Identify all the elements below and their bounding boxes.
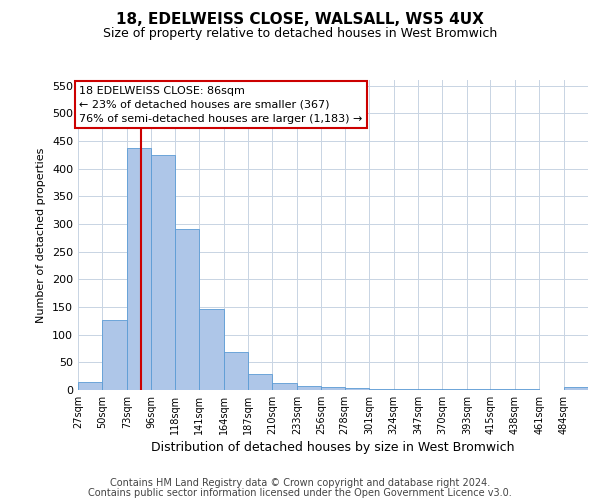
Bar [175, 229, 199, 390]
Text: Contains public sector information licensed under the Open Government Licence v3: Contains public sector information licen… [88, 488, 512, 498]
Bar [78, 382, 103, 390]
Bar [369, 389, 394, 390]
Bar [272, 383, 297, 390]
Bar [103, 320, 127, 390]
Bar [344, 388, 369, 390]
Bar [297, 386, 322, 390]
Y-axis label: Number of detached properties: Number of detached properties [37, 148, 46, 322]
Bar [127, 148, 151, 390]
Text: Size of property relative to detached houses in West Bromwich: Size of property relative to detached ho… [103, 28, 497, 40]
Bar [224, 352, 248, 390]
X-axis label: Distribution of detached houses by size in West Bromwich: Distribution of detached houses by size … [151, 441, 515, 454]
Bar [248, 374, 272, 390]
Text: 18 EDELWEISS CLOSE: 86sqm
← 23% of detached houses are smaller (367)
76% of semi: 18 EDELWEISS CLOSE: 86sqm ← 23% of detac… [79, 86, 362, 124]
Bar [322, 386, 344, 390]
Bar [151, 154, 175, 390]
Text: Contains HM Land Registry data © Crown copyright and database right 2024.: Contains HM Land Registry data © Crown c… [110, 478, 490, 488]
Text: 18, EDELWEISS CLOSE, WALSALL, WS5 4UX: 18, EDELWEISS CLOSE, WALSALL, WS5 4UX [116, 12, 484, 28]
Bar [199, 308, 224, 390]
Bar [563, 386, 588, 390]
